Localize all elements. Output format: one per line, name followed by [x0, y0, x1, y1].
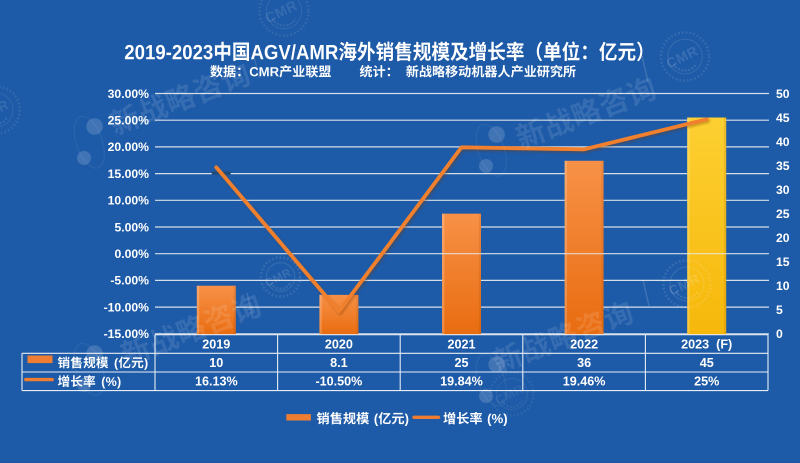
svg-text:10: 10 — [776, 279, 790, 293]
svg-text:10.00%: 10.00% — [108, 194, 149, 208]
svg-text:45: 45 — [700, 356, 714, 370]
svg-text:19.84%: 19.84% — [440, 375, 483, 389]
svg-text:30: 30 — [776, 183, 790, 197]
svg-text:30.00%: 30.00% — [108, 87, 149, 101]
svg-text:2019: 2019 — [202, 337, 230, 351]
svg-text:50: 50 — [776, 87, 790, 101]
svg-text:20: 20 — [776, 231, 790, 245]
svg-text:2021: 2021 — [447, 337, 475, 351]
svg-text:19.46%: 19.46% — [563, 375, 606, 389]
svg-text:2020: 2020 — [325, 337, 353, 351]
svg-text:25: 25 — [454, 356, 468, 370]
svg-text:-5.00%: -5.00% — [110, 274, 149, 288]
svg-text:20.00%: 20.00% — [108, 140, 149, 154]
svg-text:-15.00%: -15.00% — [104, 327, 150, 341]
svg-text:2023 (F): 2023 (F) — [681, 337, 732, 351]
svg-text:25: 25 — [776, 207, 790, 221]
svg-text:0.00%: 0.00% — [114, 247, 149, 261]
svg-text:-10.50%: -10.50% — [315, 375, 362, 389]
svg-text:45: 45 — [776, 111, 790, 125]
svg-text:8.1: 8.1 — [330, 356, 348, 370]
svg-text:25%: 25% — [694, 375, 719, 389]
svg-text:10: 10 — [209, 356, 223, 370]
svg-text:-10.00%: -10.00% — [104, 300, 150, 314]
svg-text:36: 36 — [577, 356, 591, 370]
svg-text:35: 35 — [776, 159, 790, 173]
svg-text:15: 15 — [776, 255, 790, 269]
svg-text:15.00%: 15.00% — [108, 167, 149, 181]
svg-text:5.00%: 5.00% — [114, 220, 149, 234]
svg-text:5: 5 — [776, 303, 783, 317]
svg-text:16.13%: 16.13% — [195, 375, 238, 389]
svg-text:40: 40 — [776, 135, 790, 149]
svg-text:0: 0 — [776, 327, 783, 341]
